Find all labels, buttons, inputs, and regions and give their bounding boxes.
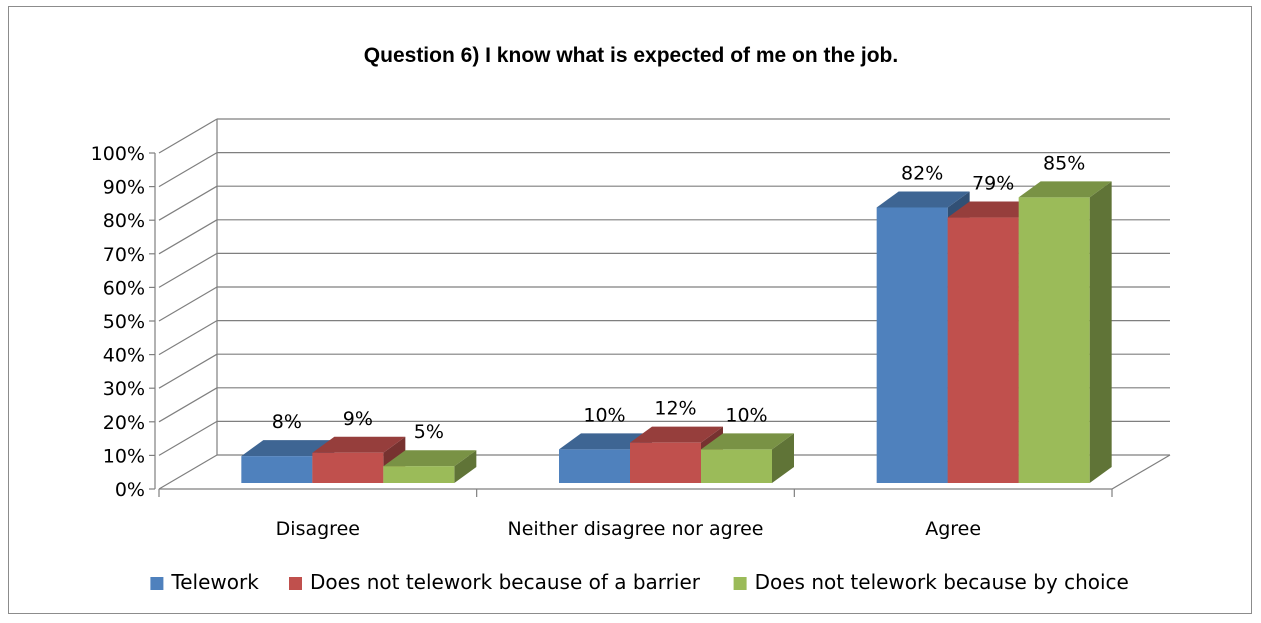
bar-front-face [630,442,701,483]
data-label: 10% [583,404,625,426]
side-wall-gridline [158,252,218,288]
chart-title: Question 6) I know what is expected of m… [364,44,898,67]
bar [1018,181,1112,483]
x-category-label: Neither disagree nor agree [508,518,764,540]
legend-item-label: Does not telework because of a barrier [310,570,701,594]
legend-swatch [289,577,302,590]
bar-top-face [630,426,723,443]
data-label: 79% [972,173,1014,195]
bar [312,436,406,483]
bar-top-face [559,433,652,450]
chart-legend: Telework Does not telework because of a b… [150,570,1129,594]
bar-front-face [1018,197,1090,483]
bar-front-face [876,207,948,484]
bar-top-face [701,433,794,450]
bar-top-face [1018,181,1112,198]
data-label: 82% [901,162,943,184]
y-tick-label: 30% [103,378,145,400]
side-wall-gridline [158,454,218,490]
data-label: 9% [343,408,373,430]
bar-side-face [1089,181,1112,483]
bar [701,433,794,483]
y-tick-label: 80% [103,210,145,232]
y-tick-label: 0% [115,479,145,501]
data-label: 5% [414,421,444,443]
side-wall-gridline [158,219,218,255]
bar-top-face [876,191,970,208]
y-tick-label: 10% [103,445,145,467]
chart-bars [241,181,1112,484]
y-tick-label: 40% [103,345,145,367]
bar [383,450,477,483]
bar-front-face [947,217,1019,483]
side-wall-gridline [158,152,218,188]
data-label: 85% [1043,152,1085,174]
bar-top-face [312,436,406,453]
side-wall-gridline [158,387,218,423]
legend-item-label: Does not telework because by choice [755,570,1129,594]
bar-top-face [947,201,1041,218]
legend-swatch [733,577,747,590]
x-category-label: Disagree [276,518,360,540]
side-wall-gridline [158,420,218,456]
side-wall-gridline [158,118,218,154]
chart-container: Question 6) I know what is expected of m… [8,6,1252,614]
y-tick-label: 90% [103,177,145,199]
y-tick-label: 50% [103,311,145,333]
data-label: 10% [725,404,767,426]
bar-top-face [383,450,477,467]
chart-axes: 0% 10% 20% 30% 40% 50% 60% 70% 80% 90% 100% Disagre… [91,143,1113,540]
bar-top-face [241,440,335,457]
data-label: 8% [272,411,302,433]
bar-front-face [559,449,630,483]
side-wall-gridline [158,185,218,221]
bar-front-face [701,449,772,483]
y-tick-label: 20% [103,412,145,434]
bar-chart: Question 6) I know what is expected of m… [91,44,1171,594]
bar-front-face [312,452,384,483]
y-tick-label: 60% [103,277,145,299]
bar-front-face [241,456,313,483]
side-wall-gridline [158,353,218,389]
y-tick-label: 100% [91,143,145,165]
data-label: 12% [654,398,696,420]
side-wall-gridline [158,286,218,322]
chart-data-labels: 8% 9% 5% 10% 12% 10% 82% 79% 85% [272,152,1086,443]
side-wall-gridline [158,320,218,356]
bar-front-face [383,466,455,483]
bar-side-face [454,450,477,483]
y-tick-label: 70% [103,244,145,266]
x-category-label: Agree [925,518,981,540]
legend-item-label: Telework [170,570,259,594]
bar-side-face [772,433,794,483]
legend-swatch [150,577,164,590]
